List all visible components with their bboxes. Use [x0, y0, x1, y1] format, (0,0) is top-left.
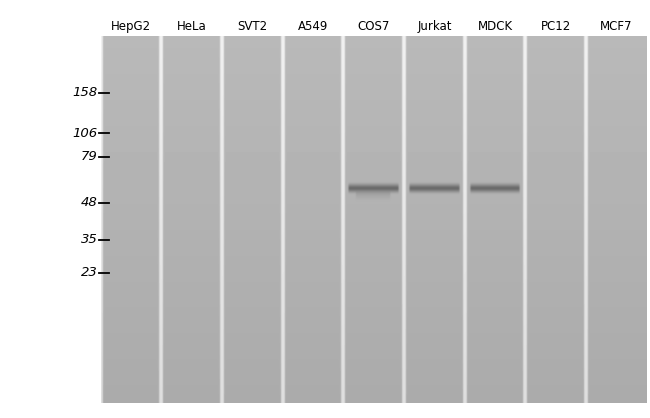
Text: SVT2: SVT2 [237, 20, 268, 33]
Text: HeLa: HeLa [177, 20, 207, 33]
Text: 23: 23 [81, 266, 98, 279]
Text: A549: A549 [298, 20, 328, 33]
Text: 158: 158 [72, 86, 98, 99]
Text: 106: 106 [72, 127, 98, 140]
Text: COS7: COS7 [358, 20, 390, 33]
Text: MCF7: MCF7 [600, 20, 632, 33]
Text: 35: 35 [81, 233, 98, 246]
Text: 48: 48 [81, 196, 98, 209]
Text: MDCK: MDCK [478, 20, 513, 33]
Text: 79: 79 [81, 150, 98, 163]
Text: HepG2: HepG2 [111, 20, 151, 33]
Text: PC12: PC12 [541, 20, 571, 33]
Text: Jurkat: Jurkat [417, 20, 452, 33]
